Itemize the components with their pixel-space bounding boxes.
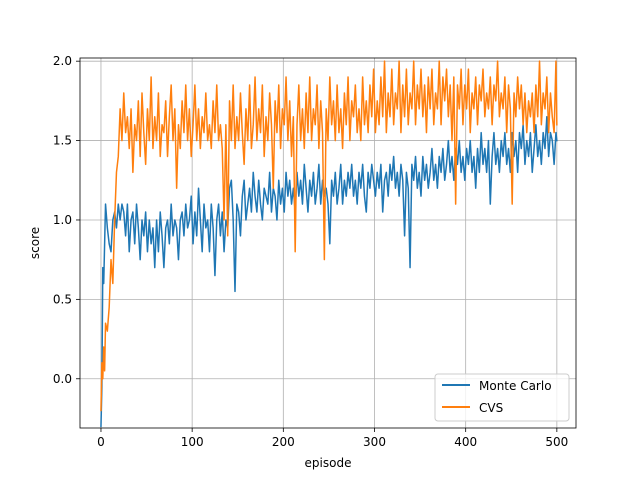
series-layer	[100, 60, 558, 428]
axes-background	[80, 58, 576, 428]
legend-label-monte-carlo: Monte Carlo	[479, 379, 552, 393]
y-tick-label: 0.0	[53, 372, 72, 386]
y-axis-label: score	[28, 227, 42, 259]
x-tick-label: 100	[181, 435, 204, 449]
x-axis-label: episode	[305, 456, 352, 470]
x-tick-label: 200	[272, 435, 295, 449]
y-tick-label: 1.5	[53, 134, 72, 148]
legend: Monte Carlo CVS	[434, 373, 570, 422]
plot-area: 0 100 200 300 400 500 0.0 0.5 1.0 1.5 2.0	[53, 54, 577, 449]
y-tick-label: 0.5	[53, 292, 72, 306]
axes-frame	[79, 57, 577, 429]
x-tick-label: 500	[545, 435, 568, 449]
x-tick-label: 400	[454, 435, 477, 449]
legend-label-cvs: CVS	[479, 401, 503, 415]
y-tick-label: 1.0	[53, 213, 72, 227]
series-line-cvs	[100, 60, 558, 412]
x-tick-label: 300	[363, 435, 386, 449]
y-tick-label: 2.0	[53, 54, 72, 68]
axis-ticks: 0 100 200 300 400 500 0.0 0.5 1.0 1.5 2.0	[53, 54, 568, 449]
series-line-monte-carlo	[100, 116, 558, 428]
x-tick-label: 0	[97, 435, 105, 449]
